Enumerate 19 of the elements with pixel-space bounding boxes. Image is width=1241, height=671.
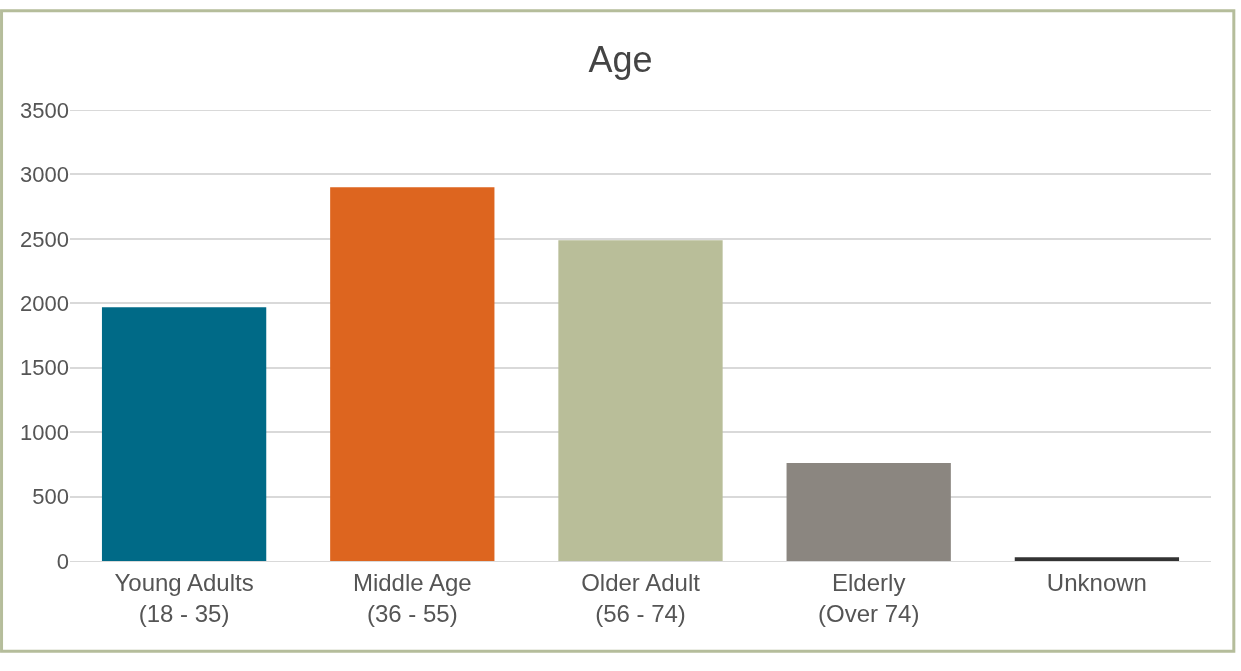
- x-tick-label: Unknown: [1046, 568, 1147, 596]
- bar: [1014, 557, 1180, 561]
- y-tick-label: 1500: [20, 355, 69, 381]
- y-tick-label: 3500: [20, 97, 69, 123]
- x-tick-label: Elderly (Over 74): [818, 568, 920, 627]
- y-tick-label: 1000: [20, 419, 69, 445]
- y-tick-label: 2000: [20, 290, 69, 316]
- y-tick-label: 2500: [20, 226, 69, 252]
- x-tick-label: Older Adult (56 - 74): [581, 568, 701, 627]
- y-tick-label: 3000: [20, 162, 69, 188]
- bar: [786, 463, 951, 561]
- y-tick-label: 500: [32, 484, 69, 510]
- x-tick-label: Middle Age (36 - 55): [352, 568, 472, 627]
- y-tick-label: 0: [56, 548, 69, 574]
- x-tick-label: Young Adults (18 - 35): [114, 568, 254, 627]
- bar: [101, 307, 267, 561]
- bar: [330, 187, 495, 561]
- bar: [558, 240, 723, 561]
- chart-title: Age: [588, 39, 653, 81]
